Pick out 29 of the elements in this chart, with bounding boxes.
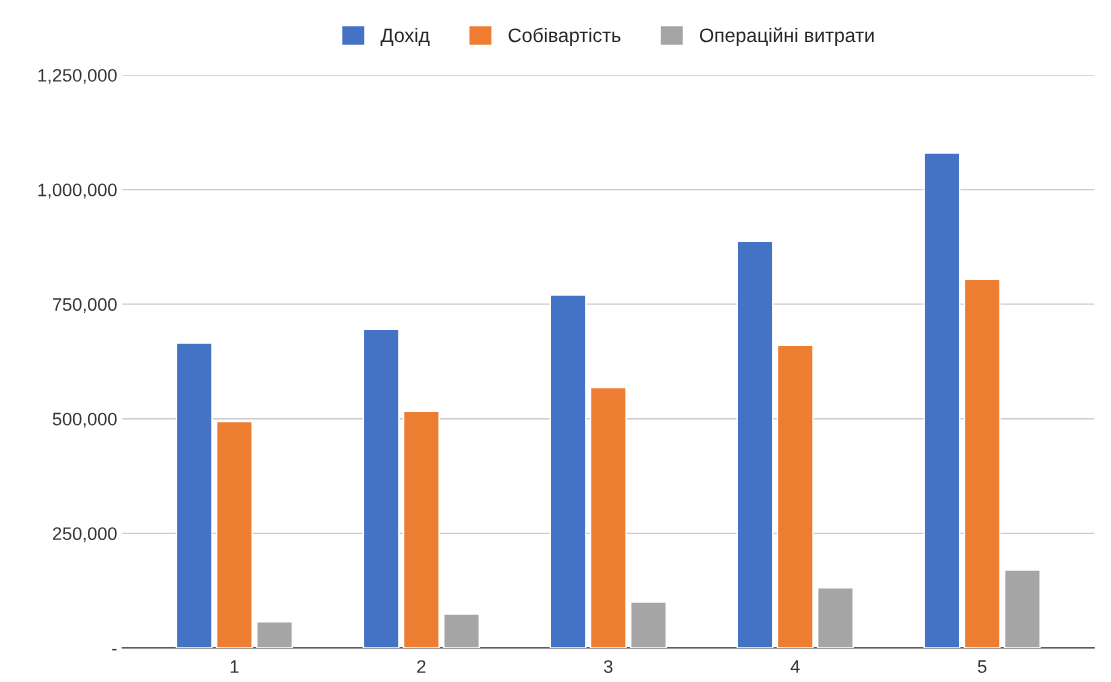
bar (1003, 569, 1041, 648)
y-tick-label: 1,000,000 (38, 183, 117, 199)
bar (776, 344, 814, 648)
x-tick-label: 5 (977, 660, 987, 673)
bar (736, 240, 774, 648)
y-tick-label: 750,000 (53, 298, 117, 314)
bar (175, 342, 213, 648)
y-tick-label: - (112, 648, 117, 651)
y-tick-label: 500,000 (52, 412, 117, 428)
bar (215, 420, 253, 648)
bar (256, 621, 294, 648)
bar (630, 601, 667, 648)
bar (549, 294, 587, 648)
x-tick-label: 4 (790, 660, 800, 673)
bar (362, 328, 400, 648)
x-tick-label: 3 (603, 660, 613, 673)
legend-label: Операційні витрати (699, 27, 874, 47)
bar (923, 152, 961, 648)
bar (963, 278, 1001, 648)
bar (402, 410, 440, 648)
bar (589, 386, 627, 648)
legend-label: Собівартість (508, 27, 621, 47)
bar (816, 587, 854, 648)
y-tick-label: 1,250,000 (38, 68, 117, 84)
legend-label: Дохід (380, 27, 430, 46)
x-tick-label: 2 (417, 660, 426, 673)
bar (443, 613, 480, 648)
x-tick-label: 1 (230, 660, 239, 673)
y-tick-label: 250,000 (53, 527, 117, 543)
